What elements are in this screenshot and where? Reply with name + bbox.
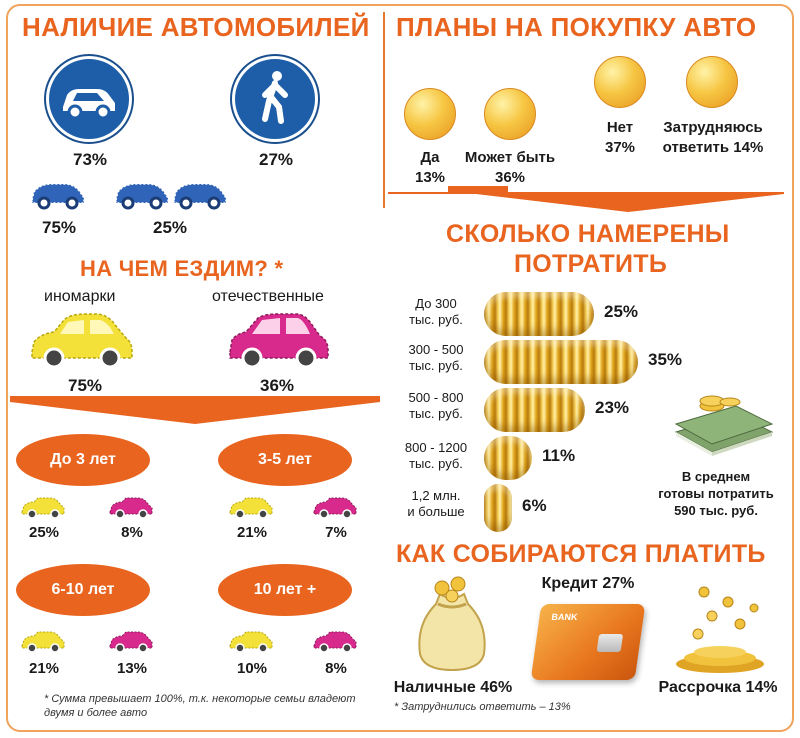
domestic-pct: 36% (259, 376, 295, 395)
plan-no-pct: 37% (604, 139, 636, 156)
coin-bar (484, 388, 585, 432)
drive-title: НА ЧЕМ ЕЗДИМ? * (80, 256, 284, 281)
car-owners-pct: 73% (72, 150, 108, 169)
smiley-yes-icon (404, 88, 456, 140)
credit-card-icon: BANK (530, 604, 646, 680)
age-0-3-foreign: 25% (28, 524, 60, 541)
coin-bar (484, 340, 638, 384)
spend-range-label: 800 - 1200 тыс. руб. (404, 440, 468, 471)
spend-pct: 23% (595, 398, 630, 417)
age-3-5-foreign: 21% (236, 524, 268, 541)
age-oval-10-plus: 10 лет + (218, 564, 352, 616)
smiley-no-icon (594, 56, 646, 108)
one-car-pct: 75% (41, 218, 77, 237)
plans-title: ПЛАНЫ НА ПОКУПКУ АВТО (396, 12, 757, 42)
pedestrians-pct: 27% (258, 150, 294, 169)
pink-car-small-icon (109, 497, 153, 519)
yellow-car-small-icon (229, 497, 273, 519)
plan-no-label: Нет (606, 119, 634, 136)
two-cars-pct: 25% (152, 218, 188, 237)
spend-title-line2: ПОТРАТИТЬ (514, 250, 668, 278)
pink-car-icon (229, 313, 329, 369)
spend-pct: 6% (522, 496, 547, 515)
age-6-10-foreign: 21% (28, 660, 60, 677)
ownership-title: НАЛИЧИЕ АВТОМОБИЛЕЙ (22, 12, 370, 42)
card-bank-text: BANK (550, 612, 579, 622)
yellow-car-small-icon (21, 631, 65, 653)
coin-bar (484, 484, 512, 532)
spend-range-label: 500 - 800 тыс. руб. (408, 390, 464, 421)
age-oval-3-5: 3-5 лет (218, 434, 352, 486)
pink-car-small-icon (313, 497, 357, 519)
plan-maybe-label: Может быть (464, 149, 556, 166)
spend-pct: 35% (648, 350, 683, 369)
spend-title-line1: СКОЛЬКО НАМЕРЕНЫ (446, 220, 730, 248)
domestic-label: отечественные (212, 288, 324, 305)
average-spend: В среднем готовы потратить 590 тыс. руб. (658, 469, 774, 518)
foreign-label: иномарки (44, 288, 116, 305)
yellow-car-small-icon (229, 631, 273, 653)
spend-range-label: 300 - 500 тыс. руб. (408, 342, 464, 373)
car-sign-icon (46, 56, 132, 142)
spend-range-label: До 300 тыс. руб. (409, 296, 463, 327)
smiley-maybe-icon (484, 88, 536, 140)
yellow-car-small-icon (21, 497, 65, 519)
spend-pct: 25% (604, 302, 639, 321)
blue-car-icon (31, 183, 85, 210)
infographic-frame (6, 4, 794, 732)
plan-yes-pct: 13% (414, 169, 446, 186)
payment-title: КАК СОБИРАЮТСЯ ПЛАТИТЬ (396, 540, 766, 568)
age-0-3-domestic: 8% (121, 524, 143, 541)
installment-label: Рассрочка 14% (658, 679, 778, 696)
card-chip-icon (596, 634, 624, 652)
plan-unsure-label: Затрудняюсь (663, 119, 763, 136)
coin-bar (484, 436, 532, 480)
age-oval-6-10: 6-10 лет (16, 564, 150, 616)
blue-car-icon (115, 183, 169, 210)
left-footnote: * Сумма превышает 100%, т.к. некоторые с… (44, 693, 356, 719)
smiley-unsure-icon (686, 56, 738, 108)
pink-car-small-icon (109, 631, 153, 653)
spend-range-label: 1,2 млн. и больше (407, 488, 465, 519)
pedestrian-sign-icon (232, 56, 318, 142)
yellow-car-icon (31, 313, 133, 369)
credit-label: Кредит 27% (541, 575, 635, 592)
foreign-pct: 75% (67, 376, 103, 395)
cash-label: Наличные 46% (393, 679, 513, 696)
coin-bar (484, 292, 594, 336)
blue-car-icon (173, 183, 227, 210)
age-10-plus-domestic: 8% (325, 660, 347, 677)
money-bag-icon (418, 576, 486, 672)
age-oval-0-3: До 3 лет (16, 434, 150, 486)
plan-maybe-pct: 36% (494, 169, 526, 186)
pink-car-small-icon (313, 631, 357, 653)
age-10-plus-foreign: 10% (236, 660, 268, 677)
spend-pct: 11% (542, 446, 576, 465)
right-footnote: * Затруднились ответить – 13% (394, 701, 571, 713)
age-3-5-domestic: 7% (325, 524, 347, 541)
money-stack-icon (674, 395, 774, 456)
down-arrow-icon (10, 396, 380, 424)
plan-unsure-pct: ответить 14% (662, 139, 764, 156)
age-6-10-domestic: 13% (116, 660, 148, 677)
down-arrow-icon (388, 186, 784, 212)
plan-yes-label: Да (420, 149, 440, 166)
column-divider (383, 12, 385, 208)
coin-pile-icon (676, 586, 764, 673)
